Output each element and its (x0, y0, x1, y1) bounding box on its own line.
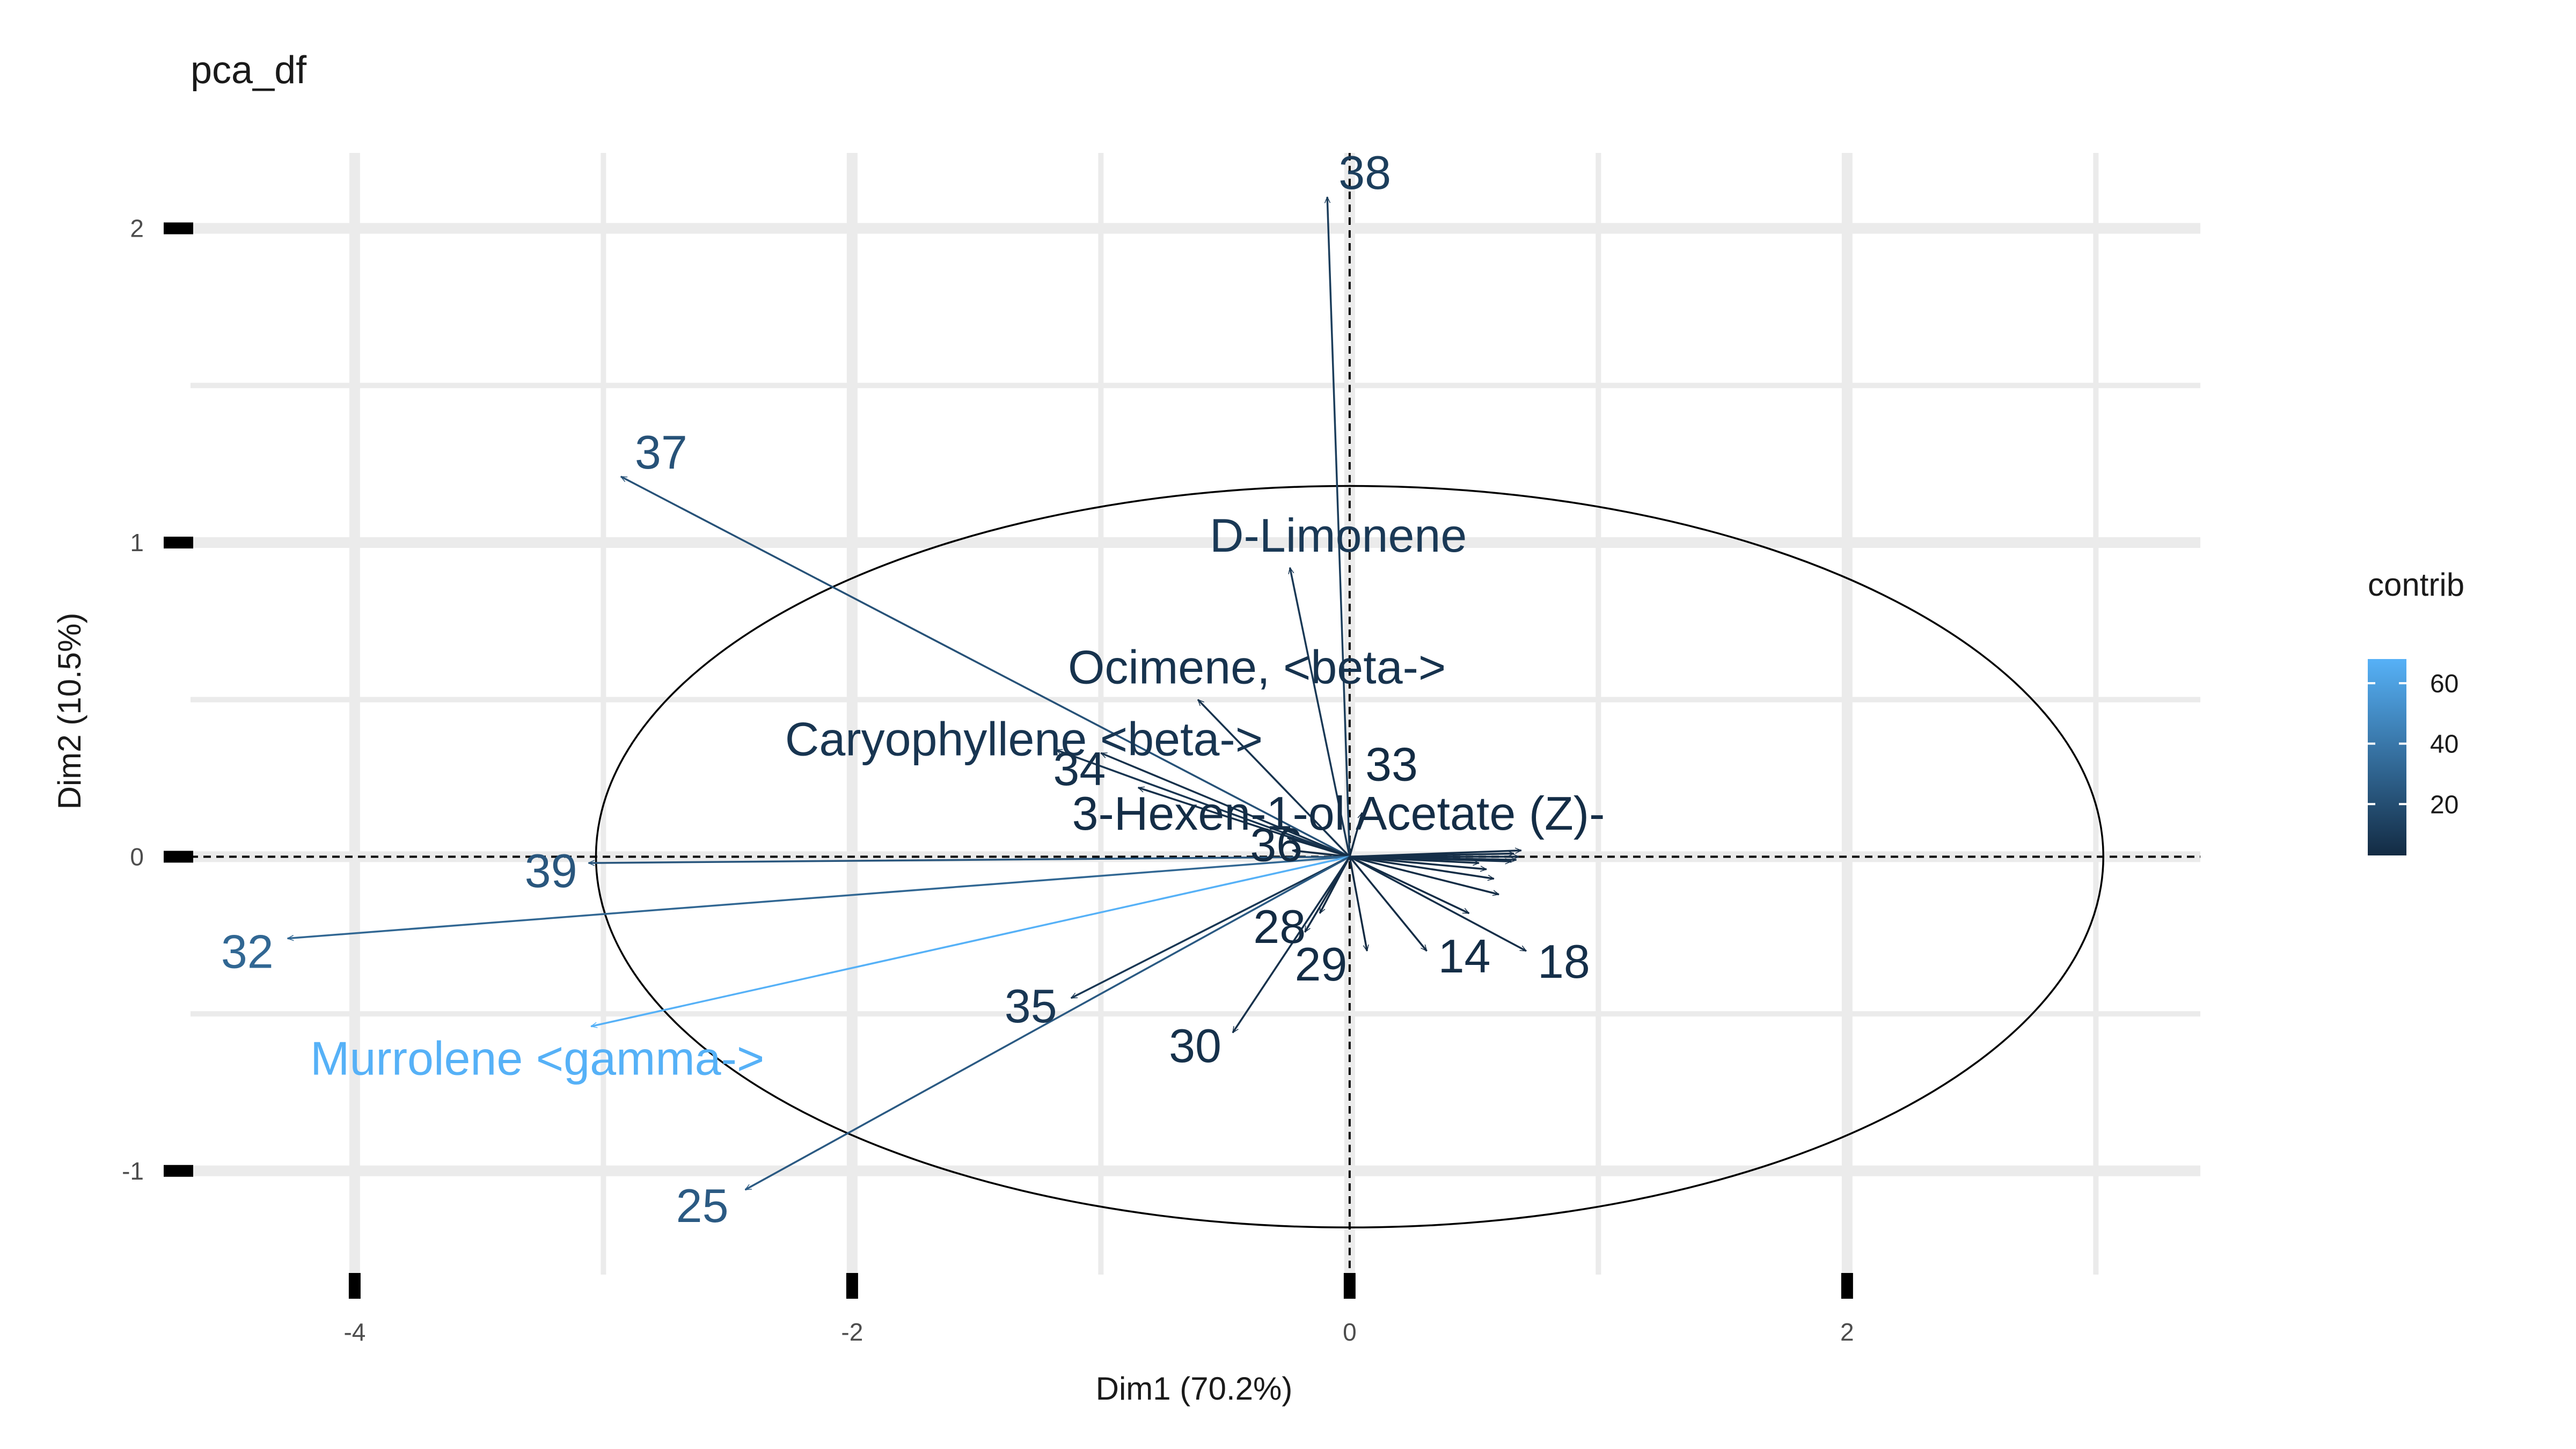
variable-arrow (1349, 855, 1526, 952)
variable-label: 35 (1005, 979, 1057, 1033)
variable-arrow (1349, 855, 1487, 869)
variable-arrow (1101, 752, 1350, 858)
x-axis-title: Dim1 (70.2%) (1096, 1371, 1293, 1407)
variable-arrow (1349, 856, 1428, 951)
variable-label: 39 (525, 844, 577, 897)
legend-tick-label: 60 (2430, 670, 2458, 698)
variable-label: Ocimene, <beta-> (1068, 641, 1446, 694)
variable-arrow (1349, 855, 1511, 861)
variable-label: 14 (1438, 930, 1491, 983)
variable-arrow (1349, 813, 1362, 857)
variable-arrow (1071, 855, 1350, 999)
variable-arrow (1349, 851, 1521, 858)
variable-label: D-Limonene (1210, 509, 1467, 562)
x-tick-label: 0 (1343, 1318, 1357, 1346)
legend-tick-label: 40 (2430, 730, 2458, 759)
legend: contrib 20 40 60 (2368, 567, 2464, 855)
legend-tick-label: 20 (2430, 791, 2458, 819)
chart-title: pca_df (191, 49, 307, 92)
variable-arrow (1349, 855, 1499, 894)
variable-label: 3-Hexen-1-ol Acetate (Z)- (1072, 787, 1605, 840)
variable-label: 34 (1053, 742, 1106, 795)
axis-ticks: -4 -2 0 2 -1 0 1 2 (122, 215, 1854, 1346)
variable-arrow (1197, 700, 1351, 858)
variable-label: 30 (1169, 1019, 1221, 1072)
variable-arrows (288, 197, 1526, 1191)
legend-colorbar (2368, 659, 2406, 855)
variable-arrow (589, 855, 1350, 863)
variable-arrow (288, 855, 1350, 938)
variable-label: 33 (1365, 737, 1418, 791)
variable-labels: 38 37 D-Limonene Ocimene, <beta-> Caryophyll… (221, 146, 1605, 1232)
y-tick-label: 0 (130, 843, 144, 870)
x-tick-label: -4 (343, 1318, 365, 1346)
legend-title: contrib (2368, 567, 2464, 603)
reference-lines (191, 153, 2200, 1275)
variable-arrow (745, 855, 1350, 1191)
correlation-circle-ellipse (595, 485, 2104, 1228)
x-tick-label: -2 (841, 1318, 863, 1346)
variable-arrow (1349, 855, 1494, 879)
y-axis-title: Dim2 (10.5%) (52, 613, 87, 810)
variable-arrow (1349, 855, 1469, 914)
y-tick-label: 1 (130, 529, 144, 557)
x-tick-label: 2 (1840, 1318, 1854, 1346)
variable-arrow (1327, 197, 1351, 857)
variable-arrow (1232, 856, 1351, 1033)
variable-arrow (1292, 851, 1350, 858)
variable-label: 37 (635, 426, 687, 479)
variable-label: 32 (221, 925, 274, 978)
variable-arrow (591, 855, 1350, 1026)
variable-label: Murrolene <gamma-> (310, 1032, 764, 1085)
correlation-circle (595, 485, 2104, 1228)
variable-arrow (1349, 857, 1367, 951)
variable-label: 29 (1294, 938, 1347, 991)
variable-label: 36 (1250, 818, 1302, 872)
variable-arrow (1056, 749, 1350, 858)
variable-label: 18 (1538, 935, 1590, 988)
variable-label: 28 (1253, 900, 1306, 953)
y-tick-label: 2 (130, 215, 144, 243)
variable-label: Caryophyllene <beta-> (785, 712, 1263, 765)
variable-label: 25 (676, 1179, 729, 1232)
variable-label: 38 (1338, 146, 1391, 199)
y-tick-label: -1 (122, 1157, 144, 1185)
variable-arrow (621, 475, 1350, 858)
variable-arrow (1287, 838, 1350, 858)
variable-arrow (1290, 568, 1351, 857)
